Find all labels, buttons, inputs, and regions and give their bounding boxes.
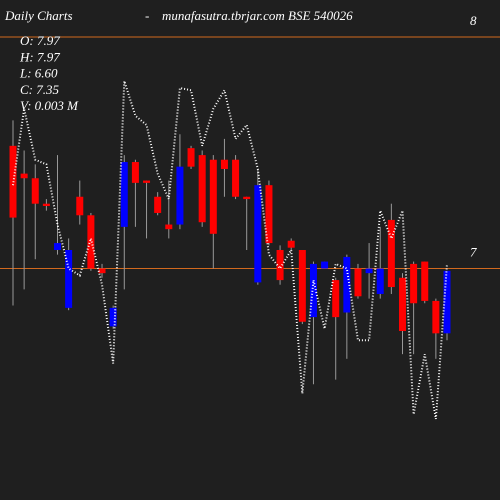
y-tick-label: 8 <box>470 13 477 28</box>
candle-body <box>365 268 373 274</box>
candle-body <box>31 178 39 204</box>
candle-body <box>276 250 284 281</box>
candle-body <box>421 261 429 301</box>
candle-body <box>287 240 295 248</box>
candle-body <box>42 203 50 207</box>
candle-body <box>443 270 451 334</box>
candle-body <box>54 243 62 250</box>
ohlc-info: O: 7.97 <box>20 33 60 48</box>
chart-title: Daily Charts <box>4 8 73 23</box>
y-tick-label: 7 <box>470 245 477 260</box>
candle-body <box>131 162 139 183</box>
candle-body <box>298 250 306 322</box>
candle-body <box>321 261 329 269</box>
candle-body <box>243 196 251 200</box>
ohlc-info: L: 6.60 <box>19 66 58 81</box>
candle-body <box>220 159 228 169</box>
candle-body <box>109 307 117 327</box>
candle-body <box>176 166 184 225</box>
candle-body <box>209 159 217 234</box>
candle-body <box>120 162 128 227</box>
candle-body <box>410 263 418 304</box>
candle-body <box>232 159 240 197</box>
candle-body <box>354 268 362 297</box>
candle-body <box>20 173 28 179</box>
overlay-line <box>12 80 448 420</box>
candle-body <box>254 185 262 283</box>
candle-body <box>76 196 84 216</box>
candle-body <box>143 180 151 183</box>
candle-body <box>198 155 206 223</box>
chart-subtitle: munafasutra.tbrjar.com BSE 540026 <box>162 8 353 23</box>
candle-body <box>165 224 173 230</box>
ohlc-info: H: 7.97 <box>19 49 60 64</box>
candle-body <box>265 185 273 244</box>
candle-body <box>332 280 340 318</box>
candle-body <box>309 263 317 318</box>
candle-body <box>65 250 73 308</box>
candle-body <box>398 277 406 332</box>
candle-body <box>187 148 195 167</box>
candle-body <box>376 268 384 294</box>
separator: - <box>145 8 149 23</box>
candle-body <box>98 268 106 274</box>
candle-body <box>432 300 440 334</box>
ohlc-info: V: 0.003 M <box>20 98 79 113</box>
ohlc-info: C: 7.35 <box>20 82 60 97</box>
candle-body <box>154 196 162 213</box>
candle-body <box>387 219 395 288</box>
candle-body <box>343 256 351 313</box>
